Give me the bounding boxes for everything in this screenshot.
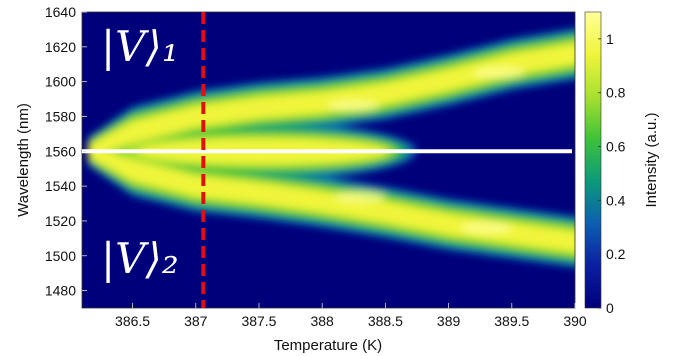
colorbar-gradient — [584, 11, 602, 309]
y-tick-label: 1540 — [45, 178, 76, 194]
intensity-peak-2 — [473, 66, 526, 79]
colorbar-ticks: 0 0.2 0.4 0.6 0.8 1 — [598, 31, 626, 316]
intensity-band-upper-branch-4 — [88, 43, 575, 157]
y-tick-label: 1500 — [45, 248, 76, 264]
x-tick-label: 388.5 — [368, 313, 403, 329]
x-tick-label: 390 — [563, 313, 587, 329]
y-tick-label: 1480 — [45, 283, 76, 299]
y-tick-label: 1620 — [45, 39, 76, 55]
y-tick-label: 1640 — [45, 4, 76, 20]
y-axis: 1480 1500 1520 1540 1560 1580 1600 1620 1640 — [45, 4, 87, 299]
intensity-peak-1 — [334, 190, 387, 203]
intensity-band-lower-branch-4 — [88, 145, 575, 252]
annotation-layer: |V⟩₁ |V⟩₂ — [82, 12, 572, 308]
x-tick-label: 387 — [184, 313, 208, 329]
colorbar-tick-label: 1 — [606, 31, 614, 47]
y-tick-label: 1600 — [45, 74, 76, 90]
y-tick-label: 1580 — [45, 108, 76, 124]
colorbar-tick-label: 0.6 — [606, 139, 626, 155]
x-axis: 386.5 387 387.5 388 388.5 389 389.5 390 — [115, 303, 587, 329]
x-tick-label: 389 — [437, 313, 461, 329]
colorbar: 0 0.2 0.4 0.6 0.8 1 — [584, 11, 626, 316]
colorbar-label: Intensity (a.u.) — [643, 112, 660, 207]
colorbar-tick-label: 0 — [606, 300, 614, 316]
x-tick-label: 387.5 — [241, 313, 276, 329]
x-tick-label: 386.5 — [115, 313, 150, 329]
colorbar-tick-label: 0.2 — [606, 246, 626, 262]
plot-frame — [81, 11, 576, 309]
intensity-peak-3 — [460, 221, 513, 234]
ket-lower-label: |V⟩₂ — [101, 234, 179, 283]
colorbar-tick-label: 0.8 — [606, 85, 626, 101]
y-tick-label: 1520 — [45, 213, 76, 229]
intensity-peak-0 — [327, 100, 380, 113]
colorbar-tick-label: 0.4 — [606, 192, 626, 208]
x-tick-label: 389.5 — [494, 313, 529, 329]
x-axis-label: Temperature (K) — [274, 337, 382, 354]
y-axis-label: Wavelength (nm) — [15, 103, 32, 217]
x-tick-label: 388 — [310, 313, 334, 329]
ket-upper-label: |V⟩₁ — [101, 22, 179, 71]
y-tick-label: 1560 — [45, 143, 76, 159]
